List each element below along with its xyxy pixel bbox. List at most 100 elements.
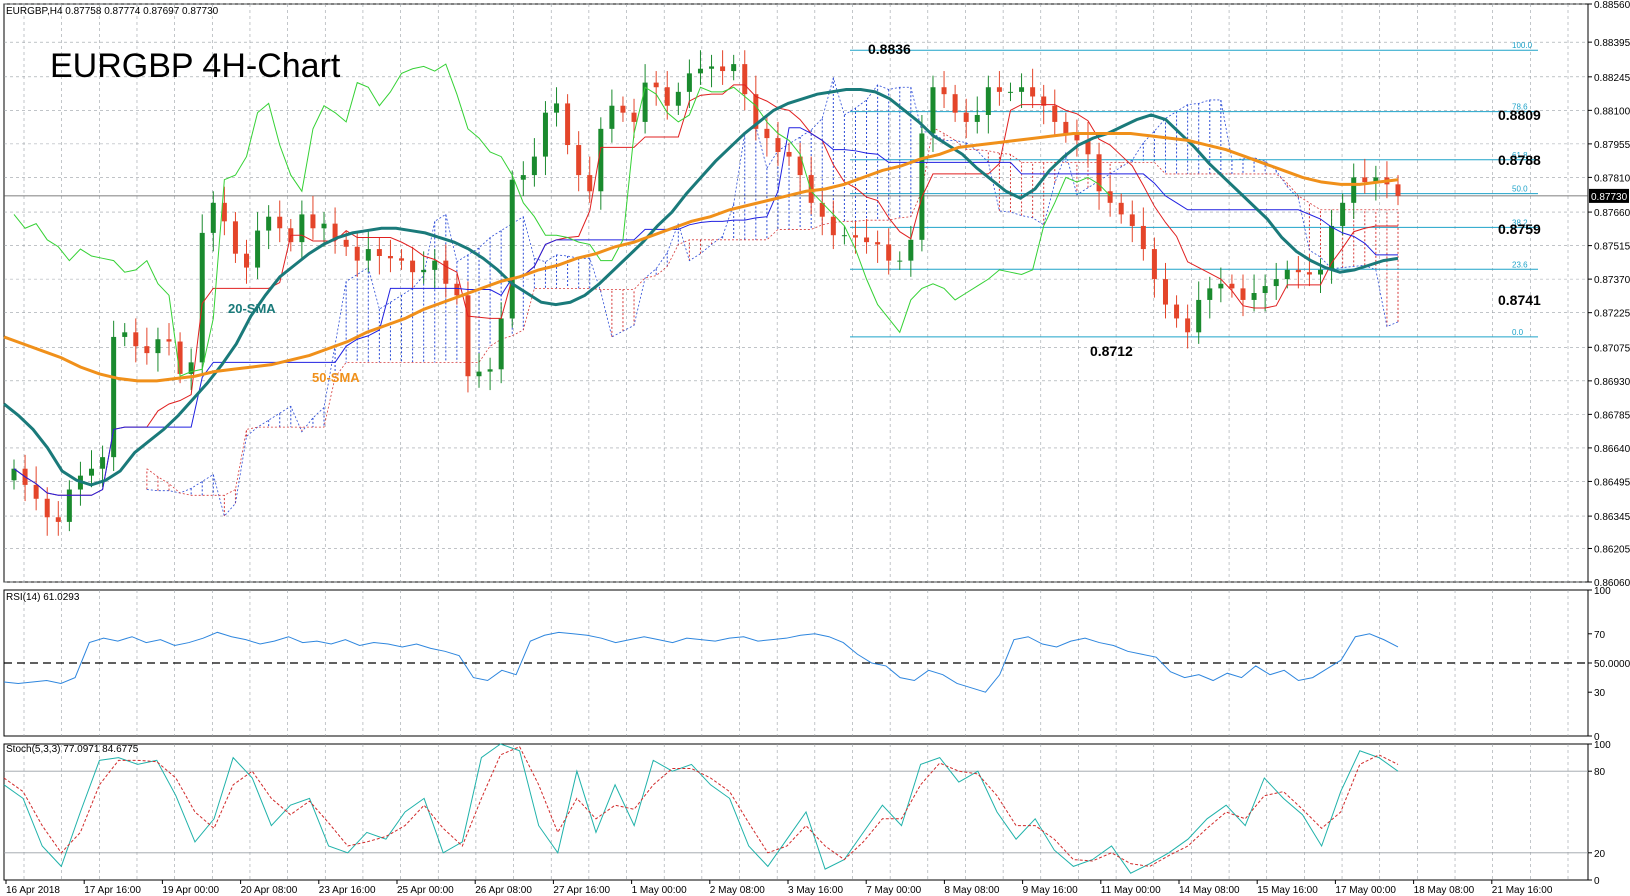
x-tick-label: 15 May 16:00 [1257, 885, 1318, 896]
y-tick-label: 0.86495 [1594, 477, 1630, 488]
y-tick-label: 0.86930 [1594, 377, 1630, 388]
stoch-y-tick-label: 100 [1594, 740, 1611, 751]
y-tick-label: 0.88245 [1594, 73, 1630, 84]
rsi-header: RSI(14) 61.0293 [6, 592, 80, 603]
candle-body [1007, 91, 1013, 93]
candle-body [664, 87, 670, 106]
candle-body [520, 175, 526, 180]
fibonacci-tag: 61.8 [1512, 151, 1528, 160]
sma20-label: 20-SMA [228, 301, 276, 316]
candle-body [299, 214, 305, 243]
candle-body [1041, 96, 1047, 106]
y-tick-label: 0.88100 [1594, 106, 1630, 117]
candle-body [55, 517, 61, 522]
candle-body [830, 216, 836, 236]
candle-body [797, 156, 803, 176]
candle-body [100, 457, 106, 469]
candle-body [133, 332, 139, 347]
candle-body [410, 260, 416, 273]
candle-body [144, 346, 150, 354]
candle-body [753, 94, 759, 129]
fibonacci-tag: 23.6 [1512, 260, 1528, 269]
x-tick-label: 7 May 00:00 [866, 885, 921, 896]
y-tick-label: 0.88560 [1594, 0, 1630, 11]
chart-title: EURGBP 4H-Chart [50, 47, 341, 85]
y-tick-label: 0.87370 [1594, 275, 1630, 286]
rsi-y-tick-label: 50.0000 [1594, 659, 1630, 670]
candle-body [875, 242, 881, 245]
candle-body [908, 239, 914, 261]
candle-body [365, 249, 371, 261]
candle-body [1295, 269, 1301, 273]
candle-body [1151, 249, 1157, 280]
candle-body [1185, 318, 1191, 333]
x-tick-label: 14 May 08:00 [1179, 885, 1240, 896]
stoch-k-line [3, 743, 1399, 874]
x-tick-label: 3 May 16:00 [788, 885, 843, 896]
y-tick-label: 0.86060 [1594, 578, 1630, 589]
candle-body [941, 87, 947, 95]
level-label-1: 0.8809 [1498, 107, 1541, 123]
rsi-y-tick-label: 70 [1594, 630, 1606, 641]
candle-body [642, 82, 648, 122]
symbol-header: EURGBP,H4 0.87758 0.87774 0.87697 0.8773… [6, 6, 219, 17]
candle-body [1395, 184, 1401, 196]
candle-body [1096, 154, 1102, 192]
candle-body [1196, 299, 1202, 333]
candle-body [697, 68, 703, 74]
candle-body [66, 489, 72, 522]
x-tick-label: 17 May 00:00 [1335, 885, 1396, 896]
y-tick-label: 0.87075 [1594, 343, 1630, 354]
candle-body [33, 484, 39, 499]
candle-body [576, 145, 582, 176]
current-price-label: 0.87730 [1591, 192, 1628, 203]
candle-body [565, 103, 571, 146]
y-tick-label: 0.87955 [1594, 140, 1630, 151]
sma50-line [3, 131, 1399, 383]
candle-body [155, 339, 161, 354]
candle-body [1273, 279, 1279, 287]
candle-body [343, 239, 349, 247]
ichimoku-tenkan-line [13, 84, 1398, 496]
candle-body [631, 112, 637, 122]
level-label-4: 0.8741 [1498, 292, 1541, 308]
candle-body [731, 64, 737, 72]
candle-body [963, 112, 969, 122]
candle-body [498, 318, 504, 370]
candle-body [852, 235, 858, 238]
stoch-header: Stoch(5,3,3) 77.0971 84.6775 [6, 744, 139, 755]
stoch-panel-frame [3, 743, 1589, 881]
stoch-y-tick-label: 0 [1594, 876, 1600, 887]
ichimoku-span-a [146, 76, 1399, 517]
candle-body [177, 341, 183, 374]
y-tick-label: 0.86345 [1594, 512, 1630, 523]
x-tick-label: 1 May 00:00 [632, 885, 687, 896]
x-tick-label: 2 May 08:00 [710, 885, 765, 896]
x-tick-label: 20 Apr 08:00 [241, 885, 298, 896]
candle-body [476, 371, 482, 377]
y-tick-label: 0.86785 [1594, 410, 1630, 421]
rsi-line [3, 631, 1399, 693]
candle-body [1019, 87, 1025, 92]
candle-body [188, 362, 194, 374]
candle-body [1174, 304, 1180, 319]
candle-body [387, 256, 393, 259]
candle-body [1373, 177, 1379, 183]
x-tick-label: 9 May 16:00 [1023, 885, 1078, 896]
fibonacci-tag: 78.6 [1512, 103, 1528, 112]
fibonacci-tag: 38.2 [1512, 218, 1528, 227]
candle-body [244, 253, 250, 268]
rsi-y-tick-label: 100 [1594, 586, 1611, 597]
candle-body [1207, 288, 1213, 300]
candle-body [111, 336, 117, 458]
current-price-box [1589, 188, 1629, 203]
rsi-y-tick-label: 0 [1594, 732, 1600, 743]
candle-body [897, 260, 903, 262]
x-tick-label: 27 Apr 16:00 [553, 885, 610, 896]
candle-body [996, 87, 1002, 92]
candle-body [1030, 87, 1036, 97]
candle-body [1118, 202, 1124, 215]
candle-body [742, 64, 748, 95]
candle-body [1063, 121, 1069, 134]
